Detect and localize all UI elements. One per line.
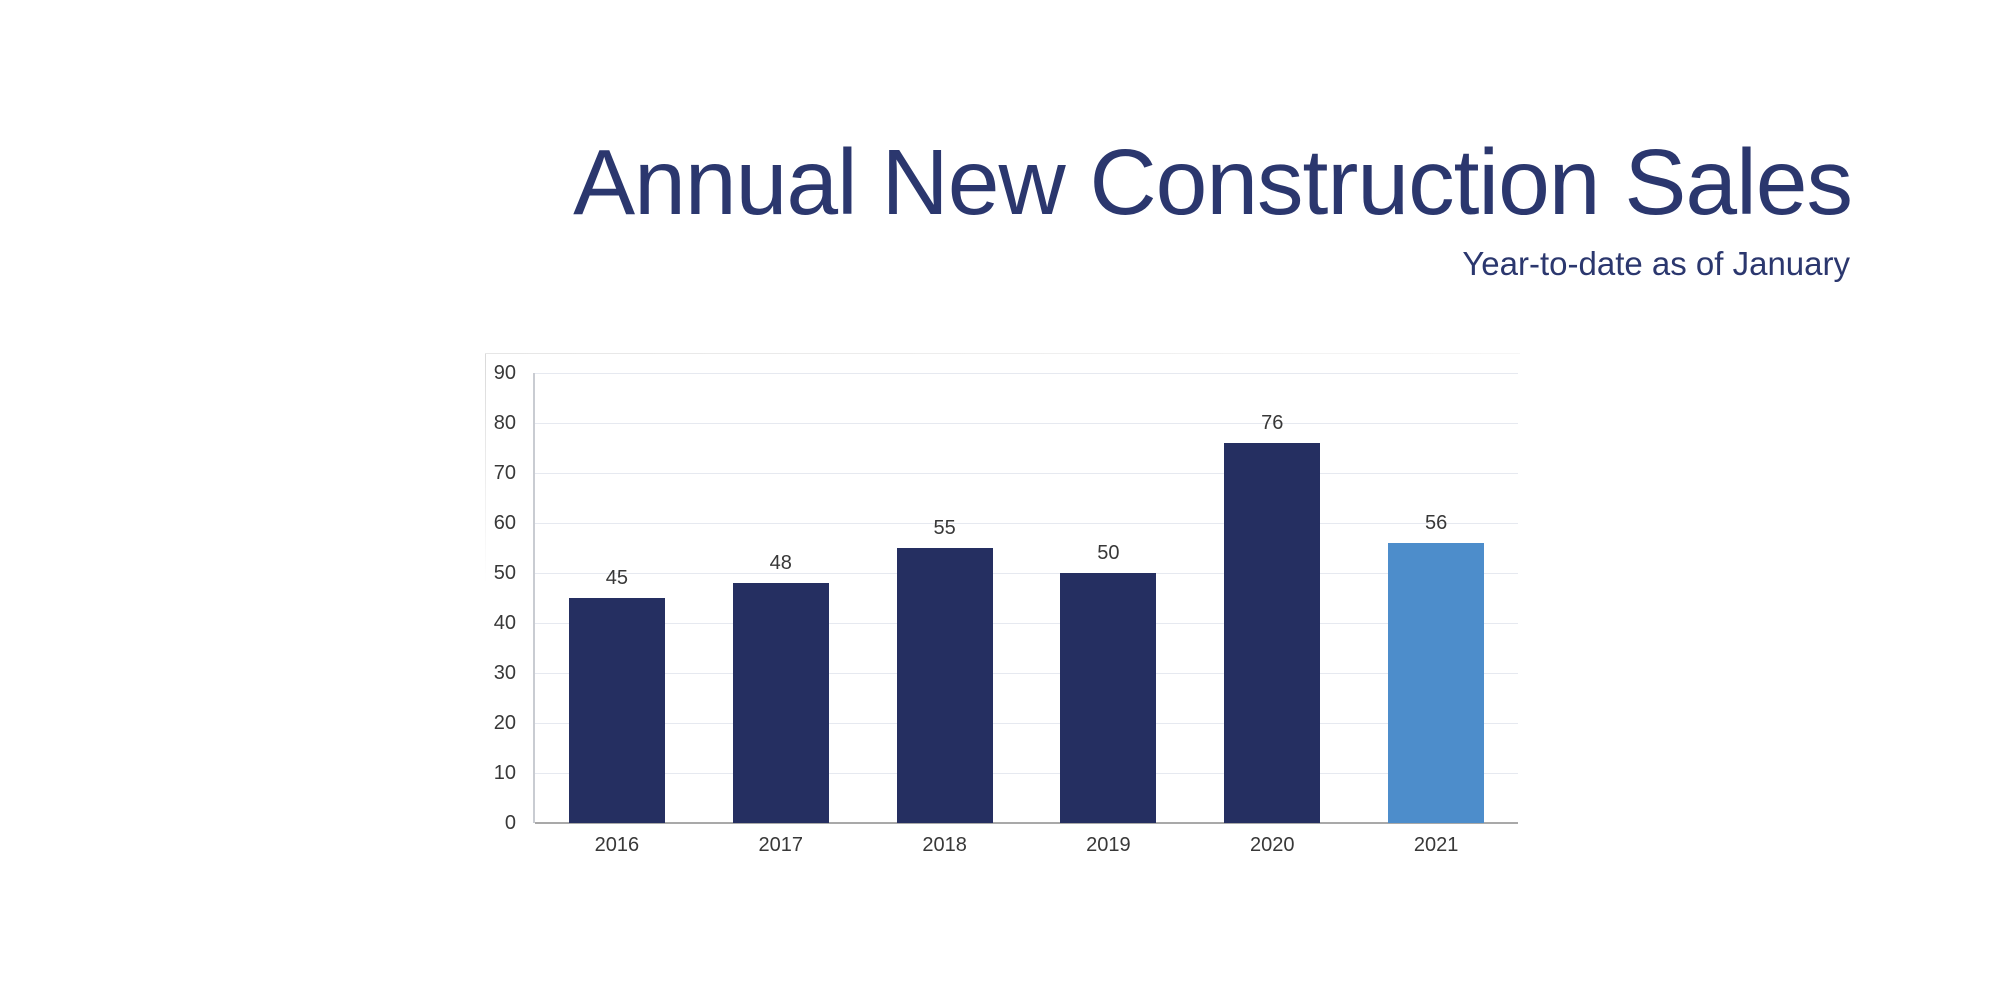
x-axis-line bbox=[535, 822, 1518, 824]
bar-value-label: 76 bbox=[1261, 412, 1284, 434]
x-axis-category-label: 2021 bbox=[1413, 834, 1459, 856]
y-axis-tick-label: 80 bbox=[493, 412, 516, 434]
y-axis-tick-label: 20 bbox=[493, 712, 516, 734]
chart-title: Annual New Construction Sales bbox=[573, 130, 1853, 234]
gridline bbox=[535, 573, 1518, 574]
y-axis-tick-label: 70 bbox=[493, 462, 516, 484]
x-axis-category-label: 2020 bbox=[1250, 834, 1295, 856]
gridline bbox=[535, 673, 1518, 674]
y-axis-tick-label: 0 bbox=[504, 812, 516, 834]
y-axis-tick-label: 60 bbox=[493, 512, 516, 534]
gridline bbox=[535, 773, 1518, 774]
gridline bbox=[535, 723, 1518, 724]
chart-subtitle: Year-to-date as of January bbox=[1462, 245, 1850, 282]
gridline bbox=[535, 623, 1518, 624]
y-axis-tick-label: 50 bbox=[493, 562, 516, 584]
x-axis-category-label: 2017 bbox=[758, 834, 804, 856]
bar-value-label: 55 bbox=[933, 517, 956, 539]
bar-2020 bbox=[1224, 443, 1321, 823]
x-axis-category-label: 2018 bbox=[922, 834, 967, 856]
gridline bbox=[535, 523, 1518, 524]
plot-area: 0 10 20 30 40 50 60 70 80 90 45 2016 48 2017 55 2018 50 2… bbox=[494, 362, 1518, 856]
y-axis-tick-label: 40 bbox=[493, 612, 516, 634]
bar-2021 bbox=[1388, 543, 1485, 823]
bar-value-label: 45 bbox=[605, 567, 629, 589]
bar-value-label: 50 bbox=[1097, 542, 1120, 564]
y-axis-tick-label: 30 bbox=[493, 662, 516, 684]
gridline bbox=[535, 473, 1518, 474]
gridline bbox=[535, 423, 1518, 424]
bar-chart: 0 10 20 30 40 50 60 70 80 90 45 2016 48 2017 55 2018 50 2… bbox=[485, 353, 1520, 865]
gridline bbox=[535, 373, 1518, 374]
bar-value-label: 56 bbox=[1424, 512, 1448, 534]
y-axis-line bbox=[533, 373, 535, 823]
bar-2016 bbox=[568, 598, 665, 823]
x-axis-category-label: 2019 bbox=[1086, 834, 1131, 856]
bar-2017 bbox=[732, 583, 829, 823]
bar-value-label: 48 bbox=[769, 552, 792, 574]
y-axis-tick-label: 90 bbox=[493, 362, 516, 384]
bar-2019 bbox=[1060, 573, 1157, 823]
y-axis-tick-label: 10 bbox=[493, 762, 516, 784]
bar-2018 bbox=[896, 548, 993, 823]
x-axis-category-label: 2016 bbox=[594, 834, 640, 856]
